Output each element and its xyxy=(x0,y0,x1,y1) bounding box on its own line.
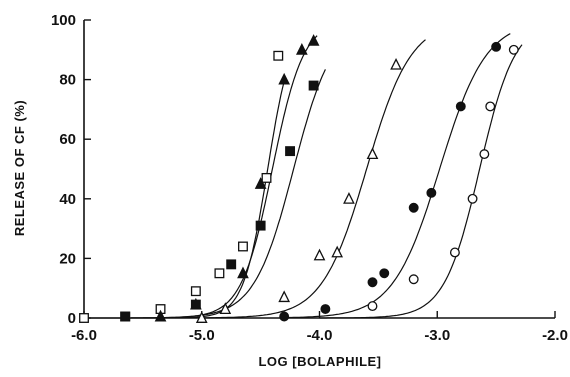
data-point-square-filled xyxy=(226,259,237,270)
fit-curve-circle-open xyxy=(319,44,523,319)
data-point-triangle-filled xyxy=(278,72,291,85)
data-point-square-open xyxy=(214,268,225,279)
data-point-circle-filled xyxy=(367,277,378,288)
data-point-circle-filled xyxy=(379,268,390,279)
data-point-square-filled xyxy=(190,299,201,310)
data-point-triangle-open xyxy=(219,302,232,315)
data-points xyxy=(79,34,519,323)
data-point-triangle-open xyxy=(331,245,344,258)
data-point-circle-filled xyxy=(491,41,502,52)
y-tick-label: 80 xyxy=(59,72,76,89)
data-point-triangle-open xyxy=(278,290,291,303)
data-point-square-filled xyxy=(285,146,296,157)
data-point-square-filled xyxy=(255,220,266,231)
data-point-square-open xyxy=(238,241,248,252)
data-point-circle-open xyxy=(367,301,378,312)
y-tick-label: 20 xyxy=(59,250,76,267)
data-point-triangle-open xyxy=(195,311,208,323)
data-point-circle-filled xyxy=(320,304,331,315)
y-axis-title: RELEASE OF CF (%) xyxy=(12,100,27,236)
fit-curve-square-filled xyxy=(131,69,326,319)
data-point-square-open xyxy=(190,286,201,297)
axes xyxy=(83,20,555,319)
x-tick-label: -5.0 xyxy=(189,327,215,344)
data-point-circle-open xyxy=(508,44,519,55)
data-point-square-open xyxy=(261,172,272,183)
data-point-circle-open xyxy=(485,101,496,112)
data-point-triangle-open xyxy=(343,192,355,204)
y-tick-label: 100 xyxy=(51,12,76,29)
fit-curve-circle-filled xyxy=(284,33,511,319)
data-point-triangle-open xyxy=(313,248,326,261)
data-point-triangle-filled xyxy=(154,309,167,322)
data-point-triangle-open xyxy=(390,57,402,70)
x-tick-label: -6.0 xyxy=(71,327,97,344)
data-point-square-filled xyxy=(120,311,131,322)
data-point-circle-open xyxy=(479,149,490,160)
data-point-circle-filled xyxy=(455,101,466,112)
x-axis-title: LOG [BOLAPHILE] xyxy=(258,354,381,369)
y-tick-label: 40 xyxy=(59,191,76,208)
data-point-triangle-filled xyxy=(237,266,249,279)
data-point-circle-filled xyxy=(426,187,437,198)
data-point-circle-open xyxy=(467,193,478,204)
y-ticks: 0 20 40 60 80 100 xyxy=(51,12,91,327)
data-point-triangle-filled xyxy=(307,34,320,46)
data-point-circle-open xyxy=(449,247,460,258)
x-tick-label: -3.0 xyxy=(424,327,450,344)
x-tick-label: -2.0 xyxy=(542,327,568,344)
data-point-square-filled xyxy=(308,80,319,91)
fit-curves xyxy=(84,33,523,319)
y-tick-label: 60 xyxy=(59,131,76,148)
data-point-circle-filled xyxy=(279,311,290,322)
fit-curve-triangle-open xyxy=(201,39,426,319)
data-point-triangle-open xyxy=(366,147,379,160)
data-point-circle-open xyxy=(408,274,419,285)
data-point-square-open xyxy=(273,50,284,61)
data-point-triangle-filled xyxy=(295,43,308,55)
x-tick-label: -4.0 xyxy=(307,327,333,344)
data-point-circle-filled xyxy=(408,202,419,213)
y-tick-label: 0 xyxy=(68,310,76,327)
data-point-square-open xyxy=(79,313,89,323)
data-point-triangle-filled xyxy=(254,177,267,189)
